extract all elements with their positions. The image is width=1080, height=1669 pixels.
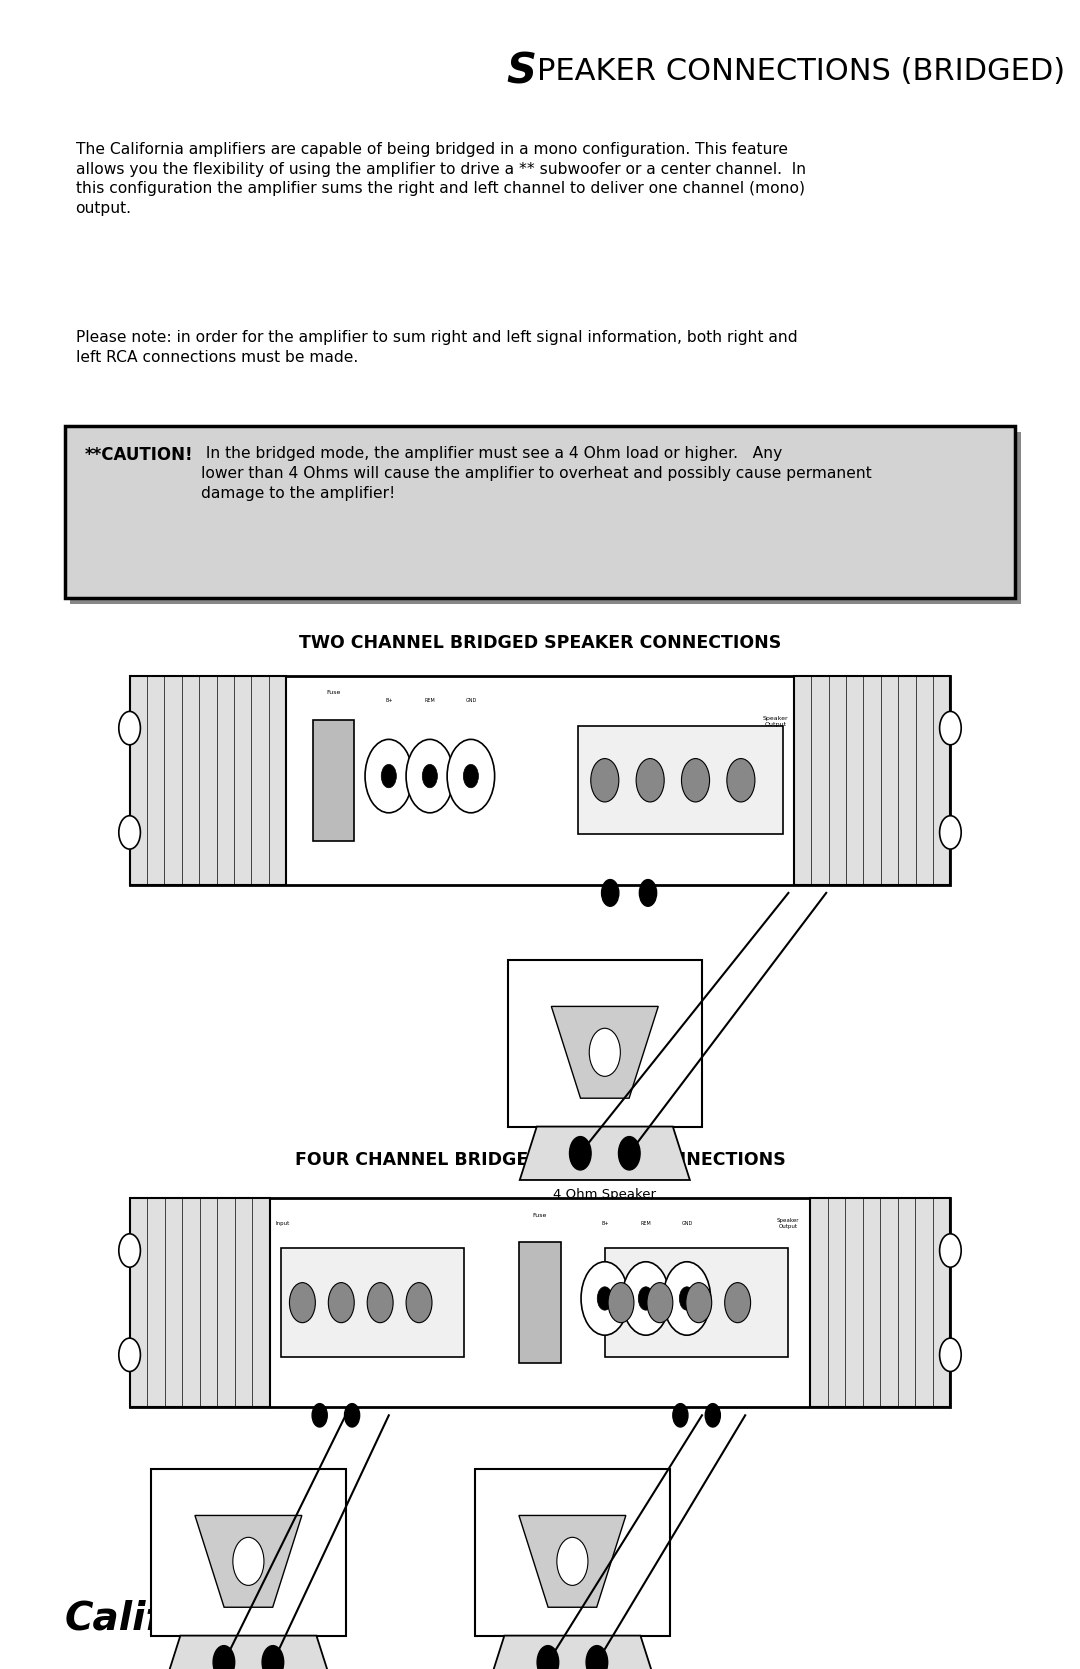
Text: PEAKER CONNECTIONS (BRIDGED): PEAKER CONNECTIONS (BRIDGED)	[537, 57, 1065, 87]
Circle shape	[639, 880, 657, 906]
Text: **CAUTION!: **CAUTION!	[84, 446, 193, 464]
Circle shape	[663, 1262, 711, 1335]
Text: Speaker
Output: Speaker Output	[762, 716, 788, 728]
Circle shape	[447, 739, 495, 813]
Circle shape	[312, 1404, 327, 1427]
Bar	[130, 676, 950, 885]
Bar	[605, 1248, 788, 1357]
Bar	[475, 1469, 670, 1636]
Polygon shape	[487, 1636, 658, 1669]
Bar	[281, 1248, 464, 1357]
Bar	[508, 960, 702, 1127]
Circle shape	[345, 1404, 360, 1427]
Bar	[519, 1242, 561, 1364]
Circle shape	[367, 1282, 393, 1322]
Bar	[794, 676, 950, 885]
Circle shape	[365, 739, 413, 813]
Polygon shape	[519, 1515, 626, 1607]
Circle shape	[638, 1287, 653, 1310]
Text: TWO CHANNEL BRIDGED SPEAKER CONNECTIONS: TWO CHANNEL BRIDGED SPEAKER CONNECTIONS	[299, 634, 781, 651]
Bar	[313, 719, 354, 841]
Circle shape	[119, 711, 140, 744]
Text: Fuse: Fuse	[532, 1213, 548, 1217]
Text: B+: B+	[386, 699, 392, 703]
Circle shape	[422, 764, 437, 788]
Text: In the bridged mode, the amplifier must see a 4 Ohm load or higher.   Any
lower : In the bridged mode, the amplifier must …	[201, 446, 872, 501]
Circle shape	[686, 1282, 712, 1322]
Text: REM: REM	[640, 1222, 651, 1225]
Circle shape	[406, 739, 454, 813]
Text: Fuse: Fuse	[326, 691, 341, 694]
Bar	[578, 726, 783, 834]
Circle shape	[622, 1262, 670, 1335]
FancyBboxPatch shape	[70, 432, 1021, 604]
Polygon shape	[552, 1006, 659, 1098]
Text: 11: 11	[528, 1609, 552, 1629]
Circle shape	[537, 1646, 558, 1669]
Circle shape	[569, 1137, 591, 1170]
Bar	[130, 676, 286, 885]
Circle shape	[940, 711, 961, 744]
Bar	[151, 1469, 346, 1636]
Circle shape	[940, 1339, 961, 1372]
Circle shape	[119, 1339, 140, 1372]
Polygon shape	[519, 1127, 690, 1180]
FancyBboxPatch shape	[65, 426, 1015, 598]
Text: FOUR CHANNEL BRIDGED SPEAKER CONNECTIONS: FOUR CHANNEL BRIDGED SPEAKER CONNECTIONS	[295, 1152, 785, 1168]
Text: GND: GND	[681, 1222, 692, 1225]
Circle shape	[581, 1262, 629, 1335]
Circle shape	[681, 758, 710, 803]
Circle shape	[597, 1287, 612, 1310]
Circle shape	[679, 1287, 694, 1310]
Polygon shape	[163, 1636, 334, 1669]
Circle shape	[328, 1282, 354, 1322]
Circle shape	[289, 1282, 315, 1322]
Circle shape	[119, 1233, 140, 1267]
Circle shape	[940, 816, 961, 850]
Bar	[130, 1198, 950, 1407]
Text: B+: B+	[602, 1222, 608, 1225]
Text: Please note: in order for the amplifier to sum right and left signal information: Please note: in order for the amplifier …	[76, 330, 797, 366]
Text: Input: Input	[275, 1222, 289, 1225]
Circle shape	[608, 1282, 634, 1322]
Circle shape	[406, 1282, 432, 1322]
Circle shape	[233, 1537, 264, 1586]
Circle shape	[262, 1646, 284, 1669]
Circle shape	[647, 1282, 673, 1322]
Circle shape	[673, 1404, 688, 1427]
Circle shape	[463, 764, 478, 788]
Circle shape	[586, 1646, 608, 1669]
Circle shape	[591, 758, 619, 803]
Circle shape	[213, 1646, 234, 1669]
Circle shape	[727, 758, 755, 803]
Circle shape	[636, 758, 664, 803]
Circle shape	[119, 816, 140, 850]
Circle shape	[590, 1028, 620, 1077]
Circle shape	[381, 764, 396, 788]
Text: California: California	[65, 1601, 276, 1637]
Polygon shape	[194, 1515, 302, 1607]
Circle shape	[557, 1537, 588, 1586]
Text: GND: GND	[465, 699, 476, 703]
Text: 4 Ohm Speaker
(Minimum): 4 Ohm Speaker (Minimum)	[553, 1188, 657, 1217]
Text: REM: REM	[424, 699, 435, 703]
Text: S: S	[507, 50, 537, 93]
Bar	[810, 1198, 950, 1407]
Circle shape	[619, 1137, 640, 1170]
Circle shape	[602, 880, 619, 906]
Circle shape	[705, 1404, 720, 1427]
Circle shape	[940, 1233, 961, 1267]
Text: Speaker
Output: Speaker Output	[777, 1218, 799, 1228]
Circle shape	[725, 1282, 751, 1322]
Text: The California amplifiers are capable of being bridged in a mono configuration. : The California amplifiers are capable of…	[76, 142, 806, 217]
Bar	[130, 1198, 270, 1407]
